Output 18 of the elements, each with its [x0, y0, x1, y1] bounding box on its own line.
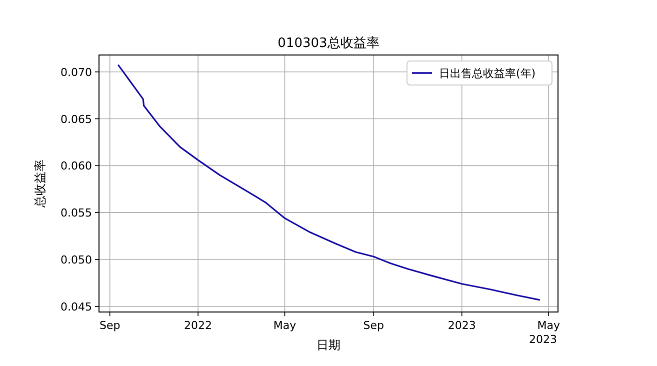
x-tick-label: Sep: [363, 319, 384, 332]
y-tick-label: 0.045: [60, 300, 92, 314]
x-tick-label: 2023: [448, 319, 476, 332]
legend-label: 日出售总收益率(年): [439, 67, 536, 80]
x-tick-label: May: [273, 319, 297, 332]
y-tick-label: 0.050: [60, 253, 92, 266]
y-tick-label: 0.060: [60, 160, 92, 173]
y-tick-label: 0.070: [60, 66, 92, 79]
x-tick-label: Sep: [99, 319, 120, 332]
text: 2023: [529, 333, 557, 346]
y-tick-label: 0.055: [60, 206, 92, 220]
chart-title: 010303总收益率: [278, 35, 380, 51]
line-series: [118, 64, 540, 301]
x-tick-label: May: [537, 319, 560, 332]
x-tick-label: 2022: [184, 319, 212, 332]
y-axis-title: 总收益率: [33, 160, 47, 208]
x-axis-title: 日期: [316, 338, 340, 352]
y-tick-label: 0.065: [60, 112, 92, 126]
